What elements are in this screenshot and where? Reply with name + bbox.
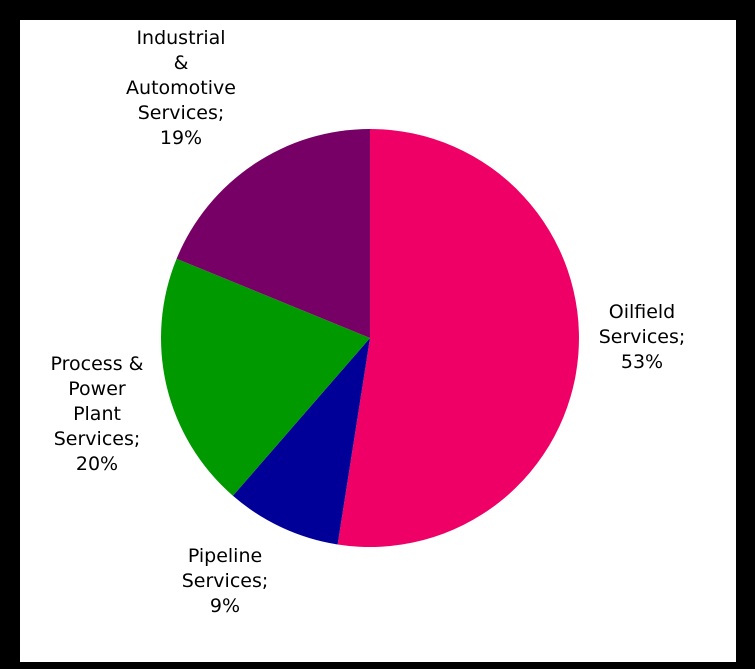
chart-frame-top-bar	[0, 0, 755, 20]
data-label-line: 20%	[76, 453, 118, 475]
data-label-industrial-and-automotive-services: Industrial & Automotive Services; 19%	[126, 27, 236, 149]
data-label-line: Automotive	[126, 77, 236, 99]
pie-labels: Oilfield Services; 53%Pipeline Services; 9%P…	[51, 27, 686, 617]
chart-frame-left-bar	[0, 0, 20, 669]
data-label-pipeline-services: Pipeline Services; 9%	[182, 545, 269, 617]
data-label-line: Pipeline	[188, 545, 262, 567]
data-label-oilfield-services: Oilfield Services; 53%	[599, 301, 686, 373]
data-label-line: 53%	[621, 351, 663, 373]
data-label-line: 9%	[210, 595, 240, 617]
pie-slice-industrial-and-automotive-services	[176, 129, 370, 338]
data-label-line: Process &	[51, 353, 144, 375]
pie-slice-oilfield-services	[337, 129, 579, 547]
data-label-line: Plant	[73, 403, 121, 425]
data-label-line: &	[174, 52, 189, 74]
pie-slices	[160, 129, 579, 547]
data-label-line: Services;	[599, 326, 686, 348]
pie-slice-pipeline-services	[232, 338, 370, 545]
data-label-line: Oilfield	[609, 301, 676, 323]
chart-frame-right-bar	[736, 0, 755, 669]
data-label-line: Industrial	[136, 27, 225, 49]
data-label-line: Services;	[138, 102, 225, 124]
data-label-process-and-power-plant-services: Process & Power Plant Services; 20%	[51, 353, 144, 475]
data-label-line: Services;	[182, 570, 269, 592]
chart-frame-bottom-line	[0, 662, 755, 669]
pie-slice-process-and-power-plant-services	[160, 258, 370, 496]
data-label-line: Power	[68, 378, 126, 400]
data-label-line: Services;	[54, 428, 141, 450]
data-label-line: 19%	[160, 127, 202, 149]
